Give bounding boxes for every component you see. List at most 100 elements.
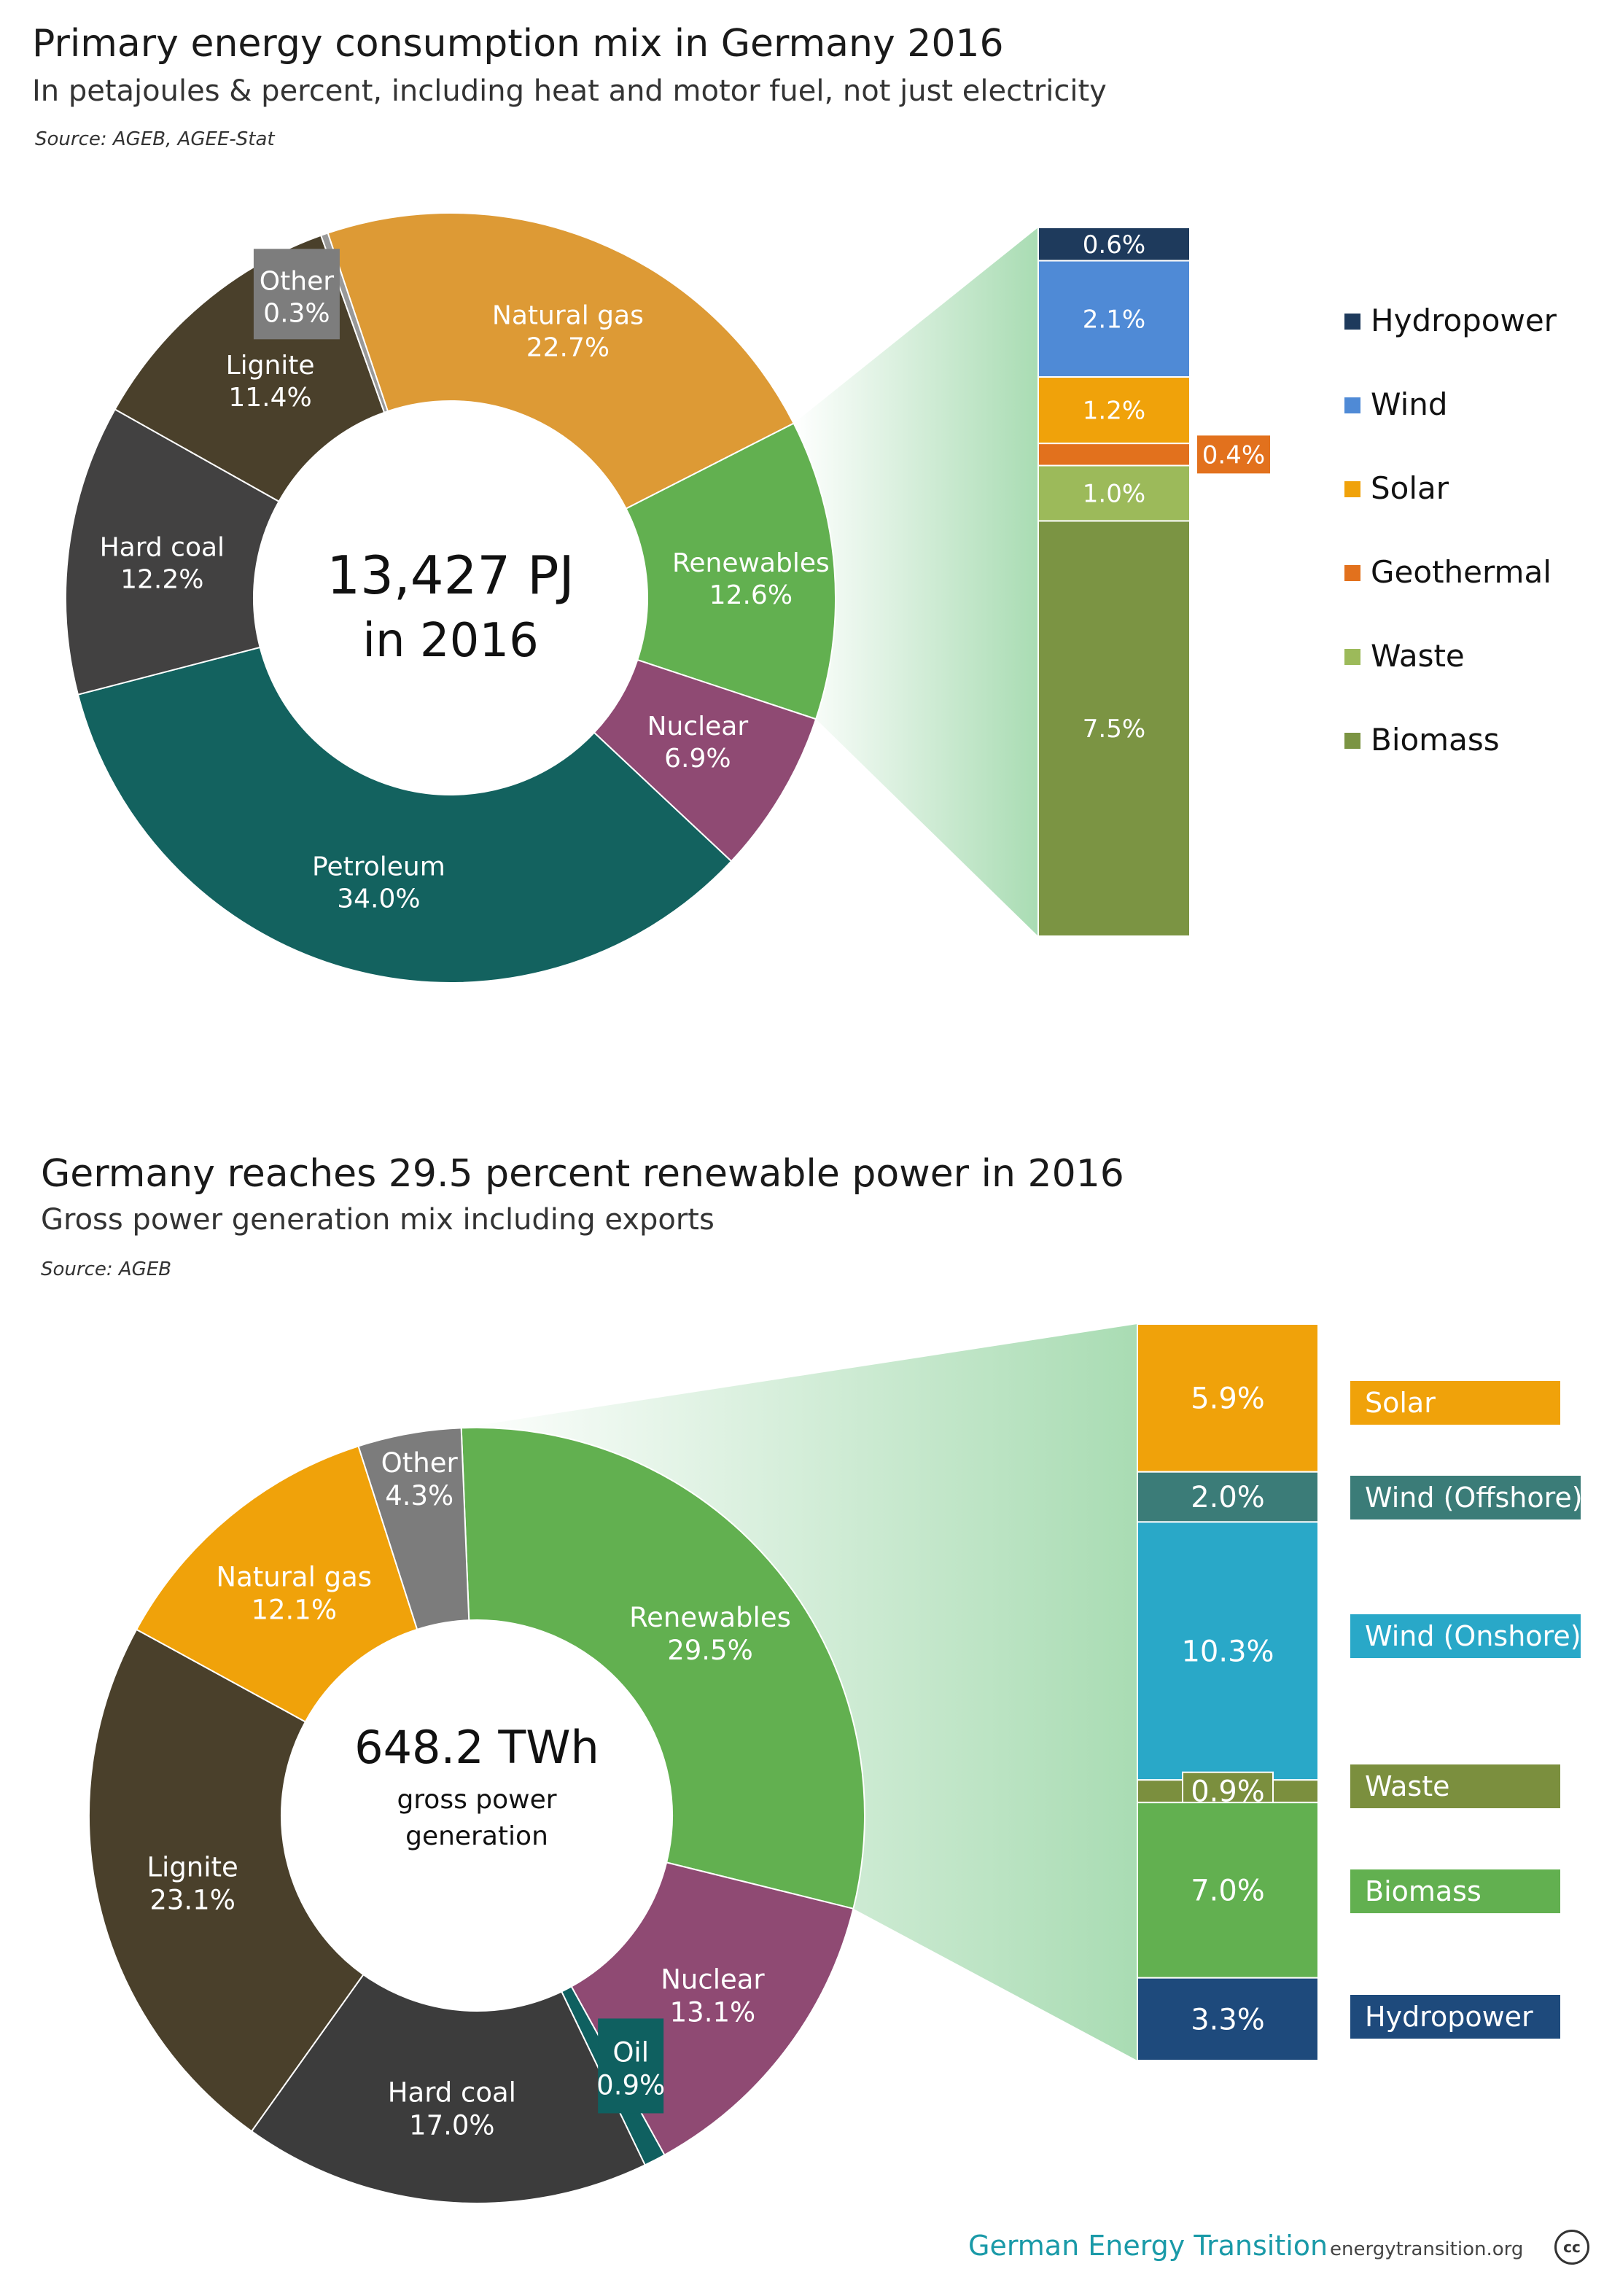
chart1-slice-renewables <box>625 422 836 720</box>
chart1-legend-hydropower: Hydropower <box>1371 303 1557 338</box>
chart1-value-nuclear: 6.9% <box>664 744 731 774</box>
chart2-slice-natural-gas <box>135 1445 418 1723</box>
chart2-legend-waste: Waste <box>1365 1770 1450 1802</box>
chart1-legend-swatch-waste <box>1344 649 1360 665</box>
chart1-legend-biomass: Biomass <box>1371 722 1500 758</box>
chart1-slice-natural-gas <box>327 212 795 510</box>
chart1-bar-label-geothermal: 0.4% <box>1202 440 1265 470</box>
chart1-legend-swatch-wind <box>1344 397 1360 413</box>
chart2-value-natural-gas: 12.1% <box>251 1595 337 1626</box>
chart2-value-renewables: 29.5% <box>667 1635 753 1666</box>
chart2-center-caption: gross power <box>397 1785 556 1815</box>
chart1-value-lignite: 11.4% <box>228 383 311 413</box>
chart2-subtitle: Gross power generation mix including exp… <box>41 1203 715 1237</box>
chart2-bar-label-hydropower: 3.3% <box>1191 2003 1265 2036</box>
chart2-value-oil: 0.9% <box>596 2069 665 2101</box>
chart2-legend-swatch-wind-onshore <box>1350 1614 1581 1658</box>
chart1-bar-label-wind: 2.1% <box>1083 305 1145 334</box>
chart1-label-hard-coal: Hard coal <box>100 533 225 563</box>
chart2-slice-renewables <box>460 1427 865 1910</box>
chart1-value-other: 0.3% <box>263 298 330 328</box>
chart2-legend-swatch-solar <box>1350 1381 1560 1425</box>
chart1-label-natural-gas: Natural gas <box>492 301 644 331</box>
chart2-legend-wind-onshore: Wind (Onshore) <box>1365 1620 1581 1652</box>
chart1-center-caption: in 2016 <box>362 614 539 668</box>
chart1-legend-swatch-biomass <box>1344 733 1360 749</box>
chart2-bar-biomass <box>1137 1802 1319 1979</box>
chart2-legend-hydropower: Hydropower <box>1365 2001 1533 2033</box>
chart1-center-value: 13,427 PJ <box>327 545 574 606</box>
chart2-source: Source: AGEB <box>41 1258 172 1280</box>
chart2-label-renewables: Renewables <box>629 1602 791 1633</box>
chart1-value-hard-coal: 12.2% <box>120 565 203 595</box>
chart2-slice-other <box>357 1427 470 1631</box>
chart1-legend-swatch-geothermal <box>1344 565 1360 581</box>
chart1-bar-waste <box>1037 464 1191 522</box>
cc-license-icon: cc <box>1554 2230 1589 2265</box>
chart2-center-value: 648.2 TWh <box>354 1721 599 1774</box>
chart2-legend-biomass: Biomass <box>1365 1875 1482 1907</box>
chart2-bar-solar <box>1137 1323 1319 1473</box>
chart1-legend-swatch-solar <box>1344 481 1360 497</box>
chart1-label-nuclear: Nuclear <box>647 712 749 742</box>
chart1-bar-label-waste: 1.0% <box>1083 480 1145 509</box>
chart2-legend-swatch-waste <box>1350 1764 1560 1808</box>
chart1-source: Source: AGEB, AGEE-Stat <box>35 128 275 150</box>
chart1-bar-biomass <box>1037 520 1191 937</box>
chart1-legend-wind: Wind <box>1371 386 1448 422</box>
chart1-bar-wind <box>1037 260 1191 378</box>
chart2-bar-label-solar: 5.9% <box>1191 1382 1265 1415</box>
chart1-slice-petroleum <box>77 646 733 984</box>
footer-url[interactable]: energytransition.org <box>1330 2238 1524 2260</box>
chart2-bar-label-biomass: 7.0% <box>1191 1874 1265 1907</box>
chart2-bar-wind-onshore <box>1137 1521 1319 1781</box>
footer-brand: German Energy Transition <box>968 2230 1328 2262</box>
chart1-value-petroleum: 34.0% <box>337 884 420 914</box>
chart2-bar-label-wind-onshore: 10.3% <box>1181 1635 1274 1668</box>
chart2-legend-swatch-biomass <box>1350 1869 1560 1913</box>
chart2-slice-lignite <box>88 1628 365 2133</box>
chart2-legend-wind-offshore: Wind (Offshore) <box>1365 1482 1583 1514</box>
chart2-value-other: 4.3% <box>385 1480 453 1511</box>
chart1-label-box-other <box>253 249 340 340</box>
chart1-legend-swatch-hydropower <box>1344 314 1360 330</box>
chart2-bar-hydropower <box>1137 1977 1319 2061</box>
chart1-value-renewables: 12.6% <box>709 580 793 610</box>
chart2-label-lignite: Lignite <box>147 1851 238 1883</box>
chart2-legend-swatch-hydropower <box>1350 1995 1560 2039</box>
chart1-label-petroleum: Petroleum <box>312 852 445 882</box>
chart2-legend-swatch-wind-offshore <box>1350 1476 1581 1519</box>
chart2-label-other: Other <box>381 1447 459 1479</box>
chart1-bar-callout-geothermal <box>1197 435 1270 474</box>
chart1-subtitle: In petajoules & percent, including heat … <box>32 74 1107 108</box>
chart2-label-oil: Oil <box>612 2036 649 2068</box>
chart2-slice-hard-coal <box>250 1973 647 2204</box>
chart1-title: Primary energy consumption mix in German… <box>32 22 1004 66</box>
chart1-legend-geothermal: Geothermal <box>1371 554 1552 590</box>
chart1-value-natural-gas: 22.7% <box>526 333 610 363</box>
chart2-legend-solar: Solar <box>1365 1387 1436 1419</box>
chart1-bar-label-hydropower: 0.6% <box>1083 230 1145 260</box>
chart1-slice-hard-coal <box>65 408 280 696</box>
chart2-value-hard-coal: 17.0% <box>409 2110 495 2141</box>
chart2-bar-wind-offshore <box>1137 1471 1319 1523</box>
chart1-zoom-connector <box>793 227 1038 936</box>
chart1-bar-solar <box>1037 376 1191 445</box>
chart2-label-nuclear: Nuclear <box>661 1964 765 1995</box>
chart1-label-renewables: Renewables <box>672 548 830 578</box>
chart1-bar-label-biomass: 7.5% <box>1083 715 1145 744</box>
chart2-bar-label-wind-offshore: 2.0% <box>1191 1481 1265 1514</box>
chart1-bar-hydropower <box>1037 227 1191 262</box>
chart1-label-other: Other <box>260 266 334 296</box>
chart2-title: Germany reaches 29.5 percent renewable p… <box>41 1152 1124 1196</box>
chart1-bar-label-solar: 1.2% <box>1083 397 1145 426</box>
chart1-label-lignite: Lignite <box>226 351 315 381</box>
chart1-legend-solar: Solar <box>1371 470 1449 506</box>
chart2-center-caption: generation <box>405 1821 548 1851</box>
chart2-label-hard-coal: Hard coal <box>388 2077 516 2109</box>
chart2-value-nuclear: 13.1% <box>670 1996 756 2028</box>
chart2-label-box-oil <box>598 2018 664 2114</box>
